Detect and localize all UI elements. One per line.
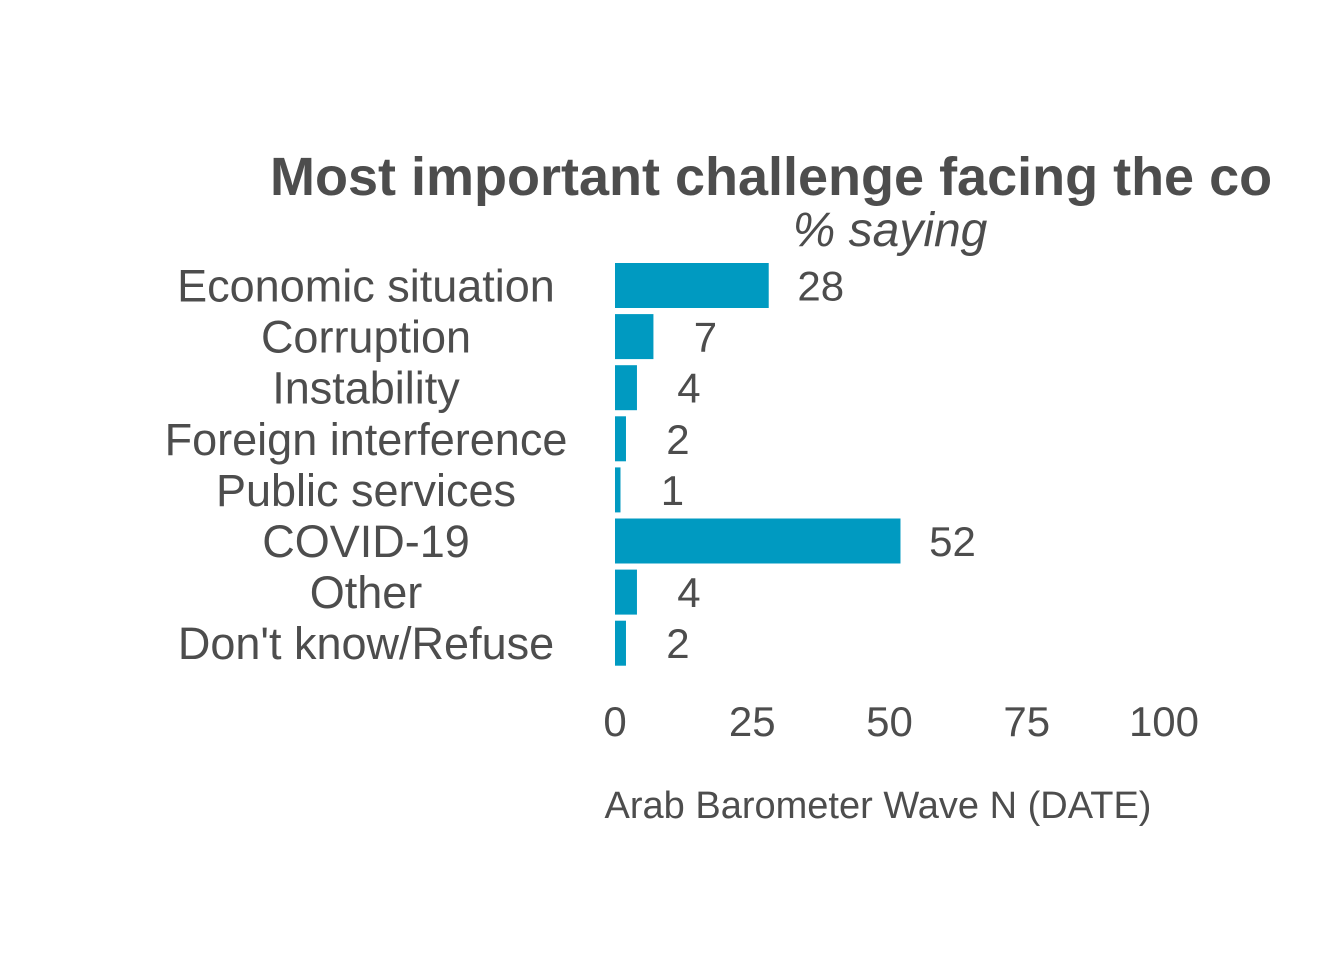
data-label: 4	[677, 365, 700, 412]
x-tick-label: 50	[866, 698, 913, 745]
x-axis-ticks: 0 25 50 75 100	[603, 698, 1199, 745]
bar	[615, 467, 621, 513]
chart-title: Most important challenge facing the co	[270, 147, 1272, 207]
category-label: Don't know/Refuse	[178, 618, 554, 669]
bar	[615, 620, 626, 666]
bar	[615, 263, 769, 308]
x-tick-label: 100	[1129, 698, 1199, 745]
chart-caption: Arab Barometer Wave N (DATE)	[605, 785, 1152, 827]
data-label: 4	[677, 569, 700, 616]
x-tick-label: 0	[603, 698, 626, 745]
bar	[615, 416, 626, 462]
data-label: 1	[661, 467, 684, 514]
category-label: Public services	[216, 465, 516, 516]
data-label: 7	[694, 314, 717, 361]
bars	[615, 263, 901, 666]
category-label: Economic situation	[177, 261, 555, 312]
bar	[615, 569, 637, 615]
bar	[615, 518, 901, 564]
bar	[615, 365, 637, 411]
category-label: Other	[310, 567, 423, 618]
category-label: Corruption	[261, 312, 471, 363]
data-label: 2	[666, 416, 689, 463]
data-label: 2	[666, 620, 689, 667]
data-label: 52	[929, 518, 976, 565]
chart-subtitle: % saying	[793, 204, 988, 257]
x-tick-label: 75	[1003, 698, 1050, 745]
x-tick-label: 25	[729, 698, 776, 745]
bar	[615, 314, 654, 360]
category-label: Foreign interference	[165, 414, 568, 465]
category-label: Instability	[272, 363, 460, 414]
category-label: COVID-19	[262, 516, 470, 567]
category-labels: Economic situationCorruptionInstabilityF…	[165, 261, 568, 670]
data-label: 28	[797, 263, 844, 310]
